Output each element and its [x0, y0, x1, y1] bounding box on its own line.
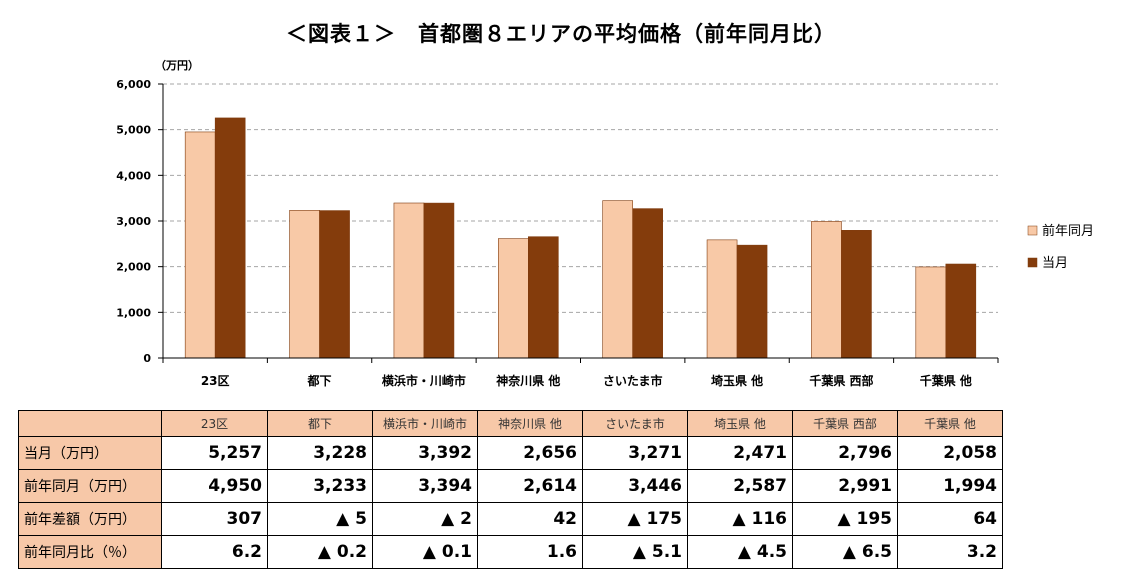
table-row: 前年同月比（％） 6.2 ▲ 0.2 ▲ 0.1 1.6 ▲ 5.1 ▲ 4.5 ▲ 6.5 3… [18, 535, 1003, 569]
table-cell: ▲ 0.2 [267, 535, 373, 569]
table-row-label: 当月（万円） [18, 436, 162, 470]
bar [736, 244, 768, 359]
table-cell: 3,228 [267, 436, 373, 470]
table-cell: 2,796 [792, 436, 898, 470]
y-tick-label: 4,000 [116, 169, 151, 182]
table-cell: 2,991 [792, 469, 898, 503]
table-cell: ▲ 0.1 [372, 535, 478, 569]
bar-chart: （万円） 0 1,000 2,000 3,000 4,000 5,000 6,000 23区… [116, 59, 1094, 388]
table-cell: 3,271 [582, 436, 688, 470]
table-cell: 64 [897, 502, 1003, 536]
table-row: 前年同月（万円） 4,950 3,233 3,394 2,614 3,446 2,587 2,… [18, 469, 1003, 503]
table-cell: ▲ 4.5 [687, 535, 793, 569]
table-cell: 2,058 [897, 436, 1003, 470]
table-corner-cell [18, 410, 162, 437]
table-cell: 1.6 [477, 535, 583, 569]
bar [423, 202, 455, 359]
table-cell: 4,950 [161, 469, 268, 503]
table-cell: 3.2 [897, 535, 1003, 569]
table-cell: ▲ 5 [267, 502, 373, 536]
bar [841, 230, 872, 359]
table-column-header: 23区 [161, 410, 268, 437]
table-column-header: 千葉県 西部 [792, 410, 898, 437]
bar [393, 202, 425, 359]
x-axis-labels: 23区 都下 横浜市・川崎市 神奈川県 他 さいたま市 埼玉県 他 千葉県 西部 千葉県 他 [201, 373, 972, 388]
x-tick-label: 23区 [201, 374, 230, 388]
table-cell: 6.2 [161, 535, 268, 569]
legend-swatch [1027, 257, 1038, 268]
table-header-row: 23区 都下 横浜市・川崎市 神奈川県 他さいたま市 埼玉県 他千葉県 西部 千葉県 他 [18, 410, 1003, 437]
y-axis-ticks: 0 1,000 2,000 3,000 4,000 5,000 6,000 [116, 78, 151, 365]
bar [498, 238, 529, 359]
x-tick-label: 神奈川県 他 [496, 373, 560, 388]
table-cell: 2,471 [687, 436, 793, 470]
gridlines [163, 83, 998, 313]
table-cell: 5,257 [161, 436, 268, 470]
table-cell: ▲ 116 [687, 502, 793, 536]
table-row: 前年差額（万円） 307 ▲ 5 ▲ 2 42 ▲ 175 ▲ 116 ▲ 195 64 [18, 502, 1003, 536]
y-tick-label: 6,000 [116, 78, 151, 91]
bar [214, 117, 246, 359]
table-row-label: 前年同月比（％） [18, 535, 162, 569]
table-cell: 307 [161, 502, 268, 536]
y-tick-label: 5,000 [116, 124, 151, 137]
bar [706, 239, 738, 359]
table-column-header: 埼玉県 他 [687, 410, 793, 437]
x-tick-label: 千葉県 西部 [809, 373, 873, 388]
legend-label: 当月 [1042, 256, 1068, 271]
axes [158, 83, 999, 363]
table-cell: 3,392 [372, 436, 478, 470]
table-column-header: 都下 [267, 410, 373, 437]
legend-swatch [1027, 225, 1038, 236]
table-cell: 2,587 [687, 469, 793, 503]
table-cell: ▲ 6.5 [792, 535, 898, 569]
y-tick-label: 0 [143, 352, 151, 365]
x-tick-label: 都下 [307, 373, 332, 388]
x-tick-label: さいたま市 [603, 373, 663, 388]
y-tick-label: 1,000 [116, 306, 151, 319]
y-axis-unit: （万円） [155, 59, 199, 72]
table-cell: ▲ 2 [372, 502, 478, 536]
table-cell: 1,994 [897, 469, 1003, 503]
bar [528, 236, 559, 359]
table-row-label: 前年差額（万円） [18, 502, 162, 536]
bar [319, 210, 350, 359]
bar [915, 266, 947, 359]
table-column-header: 神奈川県 他 [477, 410, 583, 437]
table-column-header: 千葉県 他 [897, 410, 1003, 437]
table-cell: 3,446 [582, 469, 688, 503]
table-row-label: 前年同月（万円） [18, 469, 162, 503]
legend-label: 前年同月 [1042, 223, 1094, 239]
table-cell: 3,394 [372, 469, 478, 503]
chart-title: ＜図表１＞ 首都圏８エリアの平均価格（前年同月比） [286, 22, 836, 46]
y-tick-label: 3,000 [116, 215, 151, 228]
table-cell: ▲ 195 [792, 502, 898, 536]
x-tick-label: 埼玉県 他 [711, 373, 763, 388]
x-tick-label: 横浜市・川崎市 [382, 373, 466, 388]
bar [602, 200, 633, 359]
table-column-header: さいたま市 [582, 410, 688, 437]
bar [945, 263, 977, 359]
table-cell: ▲ 5.1 [582, 535, 688, 569]
table-cell: ▲ 175 [582, 502, 688, 536]
bars [184, 117, 977, 359]
table-cell: 3,233 [267, 469, 373, 503]
bar [184, 131, 216, 359]
table-cell: 2,656 [477, 436, 583, 470]
bar [632, 208, 663, 359]
bar [289, 210, 320, 359]
table-cell: 42 [477, 502, 583, 536]
x-tick-label: 千葉県 他 [920, 373, 972, 388]
bar [811, 221, 842, 359]
table-column-header: 横浜市・川崎市 [372, 410, 478, 437]
y-tick-label: 2,000 [116, 261, 151, 274]
data-table: 23区 都下 横浜市・川崎市 神奈川県 他さいたま市 埼玉県 他千葉県 西部 千葉県 他当… [18, 410, 1003, 569]
table-row: 当月（万円） 5,257 3,228 3,392 2,656 3,271 2,471 2,79… [18, 436, 1003, 470]
table-cell: 2,614 [477, 469, 583, 503]
